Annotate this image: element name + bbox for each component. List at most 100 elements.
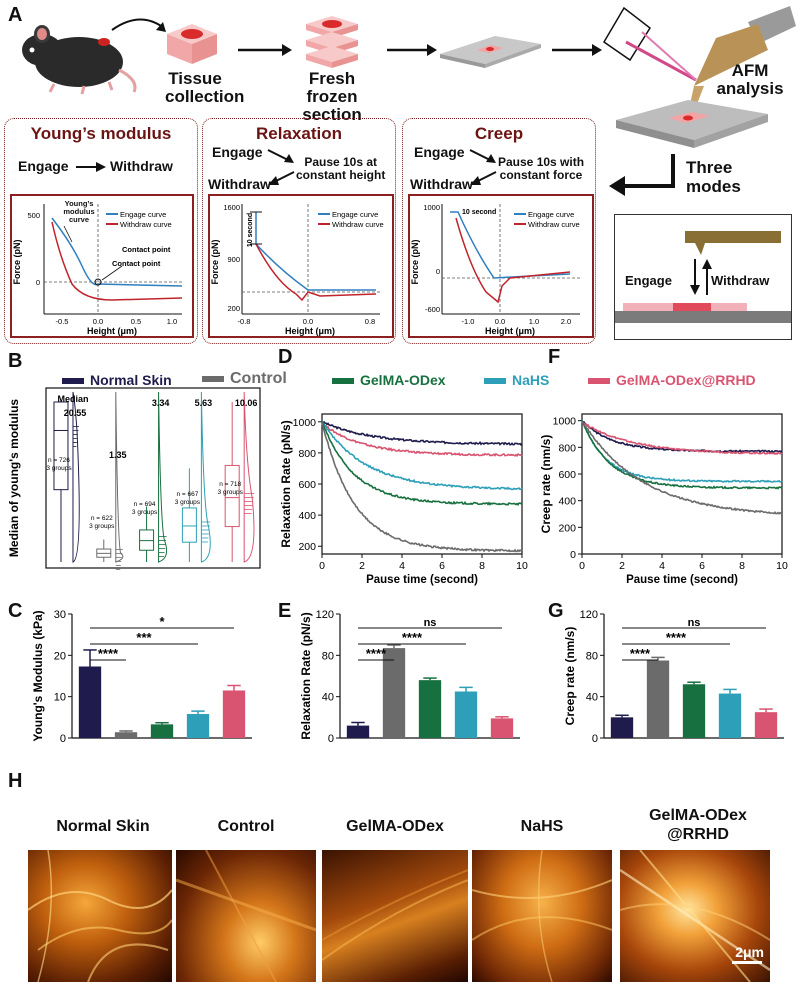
- afm-fibers-control: [176, 850, 316, 982]
- chart-d-svg: 200 400 600 800 1000 0 2 4 6 8 10 Pause time (secon…: [279, 413, 528, 586]
- diagram-engage-label: Engage: [625, 273, 672, 288]
- panel-letter-a: A: [8, 4, 23, 26]
- relax-pause-a: Pause 10s at: [304, 155, 378, 169]
- afm-image-control: [176, 850, 316, 982]
- cantilever-schematic: [615, 231, 791, 323]
- tissue-block-icon: [167, 24, 217, 64]
- relax-xtick-1: -0.8: [238, 317, 251, 326]
- youngs-plot: 500 0 -0.5 0.0 0.5 1.0 Engage curve With…: [10, 194, 194, 338]
- legend-swatch-control: [202, 375, 224, 382]
- legend-label-gelma: GelMA-ODex: [360, 372, 446, 388]
- g-ytick-2: 80: [586, 650, 598, 662]
- f-xtick-0: 0: [579, 560, 585, 572]
- step1-label: Tissue collection: [165, 70, 245, 106]
- relax-withdraw-label: Withdraw: [208, 176, 271, 192]
- relax-pause-b: constant height: [296, 168, 386, 182]
- e-ytick-2: 80: [322, 650, 334, 662]
- c-sig-label-0: ****: [98, 646, 119, 661]
- relax-pause-label: Pause 10s at constant height: [296, 156, 385, 182]
- youngs-ytick-500: 500: [27, 211, 40, 220]
- afm-fibers-gelma: [322, 869, 468, 961]
- creep-10-second: 10 second: [462, 209, 496, 216]
- b-median-label-1: 1.35: [109, 450, 127, 460]
- step3-label-b: analysis: [716, 79, 784, 98]
- relax-engage-label: Engage: [212, 144, 263, 160]
- frozen-section-icon: [306, 16, 358, 68]
- step1-label-b: collection: [165, 87, 245, 106]
- b-box-2: [139, 529, 155, 551]
- f-xtick-1: 2: [619, 560, 625, 572]
- c-bar-3: [186, 714, 210, 738]
- f-ytick-1: 200: [558, 522, 576, 534]
- afm-label-rrhd-b: @RRHD: [667, 826, 729, 843]
- panel-e: 0 40 80 120 Relaxation Rate (pN/s) **** **** ns: [298, 606, 534, 766]
- relax-ytick-2: 900: [227, 255, 240, 264]
- three-modes-label: Three modes: [686, 158, 741, 196]
- f-xtick-3: 6: [699, 560, 705, 572]
- afm-fibers-normal: [28, 850, 172, 982]
- afm-fibers-rrhd: [620, 850, 770, 982]
- c-bar-2: [150, 724, 174, 738]
- creep-pause-b: constant force: [499, 168, 583, 182]
- afm-label-control: Control: [217, 818, 275, 835]
- f-ylabel: Creep rate (nm/s): [539, 435, 553, 534]
- b-median-label-4: 10.06: [235, 398, 258, 408]
- c-ytick-1: 10: [54, 692, 66, 704]
- g-ytick-0: 0: [592, 733, 598, 745]
- relax-ylabel: Force (pN): [210, 239, 220, 284]
- afm-image-rrhd: 2μm: [620, 850, 770, 982]
- g-bar-0: [610, 717, 634, 738]
- e-bar-0: [346, 725, 370, 738]
- c-ytick-3: 30: [54, 609, 66, 621]
- mode-box-creep: [402, 118, 596, 344]
- youngs-contact-point-2: Contact point: [112, 259, 161, 268]
- b-median-label-2: 3.34: [152, 398, 170, 408]
- legend-nahs: NaHS: [484, 372, 549, 388]
- creep-legend-withdraw: Withdraw curve: [528, 220, 580, 229]
- creep-pause-label: Pause 10s with constant force: [498, 156, 584, 182]
- d-series-0: [321, 420, 523, 447]
- d-ytick-4: 1000: [293, 417, 317, 429]
- d-xlabel: Pause time (second): [366, 574, 478, 586]
- creep-pause-a: Pause 10s with: [498, 155, 585, 169]
- creep-xtick-2: 0.0: [495, 317, 505, 326]
- c-ytick-0: 0: [60, 733, 66, 745]
- b-median-label-0: 20.55: [64, 408, 87, 418]
- youngs-arrow: [76, 162, 106, 172]
- youngs-ytick-0: 0: [36, 278, 40, 287]
- e-bar-3: [454, 691, 478, 738]
- d-xtick-0: 0: [319, 560, 325, 572]
- mode-title-relaxation: Relaxation: [256, 124, 342, 143]
- panel-b: Median of young's modulus 20.55 n = 726 3 g…: [6, 382, 266, 578]
- b-median-label-3: 5.63: [195, 398, 213, 408]
- e-sig-label-1: ****: [402, 630, 423, 645]
- creep-ytick-1: 1000: [423, 203, 440, 212]
- youngs-legend-engage: Engage curve: [120, 210, 166, 219]
- mode-box-youngs: [4, 118, 198, 344]
- panel-d: 200 400 600 800 1000 0 2 4 6 8 10 Pause time (secon…: [274, 392, 536, 588]
- d-xtick-4: 8: [479, 560, 485, 572]
- relax-arrow-1: [267, 149, 294, 163]
- youngs-xtick-4: 1.0: [167, 317, 177, 326]
- legend-swatch-gelma: [332, 378, 354, 385]
- b-box-4: [224, 464, 240, 528]
- panel-letter-d: D: [278, 346, 293, 368]
- d-series-1: [322, 423, 523, 458]
- f-series-4: [581, 420, 783, 515]
- f-ytick-0: 0: [570, 549, 576, 561]
- panel-g: 0 40 80 120 Creep rate (nm/s) **** **** ns: [562, 606, 798, 766]
- afm-fibers-nahs: [472, 850, 612, 982]
- relax-ytick-1: 1600: [223, 203, 240, 212]
- d-frame: [321, 413, 523, 555]
- relax-10-second: 10 second: [247, 213, 254, 247]
- scale-bar-label: 2μm: [735, 944, 764, 960]
- step2-label-a: Fresh frozen: [306, 69, 358, 106]
- mouse-illustration: [22, 25, 137, 95]
- b-n-groups-4: 3 groups: [218, 489, 244, 496]
- b-median-header: Median: [57, 394, 88, 404]
- g-ytick-3: 120: [580, 609, 598, 621]
- g-sig-label-2: ns: [688, 617, 701, 629]
- scale-bar: [732, 961, 762, 964]
